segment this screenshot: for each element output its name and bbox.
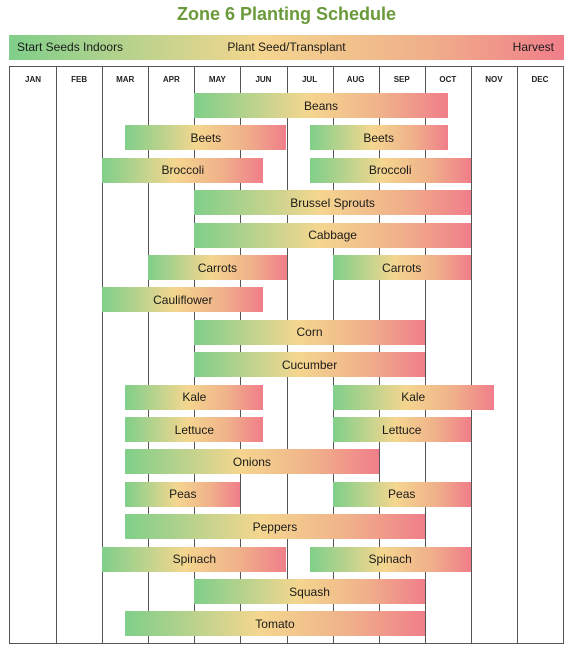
schedule-bar-kale: Kale [332,384,494,410]
bar-label: Brussel Sprouts [290,195,375,210]
month-label-mar: MAR [116,75,135,84]
schedule-bar-broccoli: Broccoli [102,157,264,183]
schedule-bar-brussel-sprouts: Brussel Sprouts [194,190,471,216]
bar-label: Broccoli [368,163,412,178]
bar-label: Kale [401,390,426,405]
bar-label: Tomato [255,616,295,631]
schedule-bar-cauliflower: Cauliflower [102,287,264,313]
month-label-sep: SEP [393,75,410,84]
schedule-bar-spinach: Spinach [309,546,471,572]
bar-label: Lettuce [382,422,422,437]
schedule-bar-peas: Peas [332,481,471,507]
bar-label: Squash [289,584,330,599]
schedule-bar-broccoli: Broccoli [309,157,471,183]
legend-middle-label: Plant Seed/Transplant [227,40,346,54]
schedule-bar-carrots: Carrots [148,255,287,280]
bar-label: Beans [304,98,339,113]
bar-label: Broccoli [161,163,205,178]
schedule-bar-lettuce: Lettuce [332,417,471,442]
chart-title: Zone 6 Planting Schedule [176,4,397,24]
schedule-bar-kale: Kale [125,384,264,410]
bar-label: Kale [182,390,207,405]
bar-label: Peppers [252,519,298,534]
bar-label: Cucumber [281,357,338,372]
schedule-bar-spinach: Spinach [102,546,287,572]
bar-label: Corn [296,325,323,340]
legend-end-label: Harvest [512,40,554,54]
bar-label: Spinach [368,552,412,567]
month-label-jul: JUL [301,75,318,84]
schedule-bar-carrots: Carrots [332,255,471,280]
bar-label: Carrots [197,260,238,275]
month-label-jun: JUN [255,75,272,84]
schedule-bar-cucumber: Cucumber [194,352,425,378]
month-divider [56,67,58,643]
month-label-oct: OCT [439,75,457,84]
schedule-bar-peppers: Peppers [125,514,425,540]
month-divider [516,67,518,643]
bar-label: Onions [232,454,271,469]
schedule-bar-onions: Onions [125,449,379,475]
legend-start-label: Start Seeds Indoors [17,40,124,54]
schedule-bar-beets: Beets [125,125,287,151]
month-divider [148,67,150,643]
bar-label: Peas [388,487,416,502]
month-label-feb: FEB [71,75,88,84]
schedule-bar-lettuce: Lettuce [125,417,264,442]
bar-label: Carrots [382,260,422,275]
bar-label: Cabbage [308,228,357,243]
month-label-nov: NOV [485,75,503,84]
bar-label: Beets [190,130,222,145]
month-divider [470,67,472,643]
schedule-grid: JAN FEB MAR APR MAY JUN JUL AUG SEP OCT NOV DEC Bean… [9,66,564,644]
schedule-bar-cabbage: Cabbage [194,222,471,248]
month-divider [102,67,104,643]
bar-label: Peas [169,487,197,502]
month-label-jan: JAN [25,75,42,84]
schedule-bar-beans: Beans [194,93,448,118]
month-label-dec: DEC [531,75,549,84]
month-divider [424,67,426,643]
bar-label: Lettuce [174,422,215,437]
month-label-apr: APR [162,75,180,84]
bar-label: Beets [363,130,394,145]
schedule-bar-beets: Beets [309,125,448,151]
bar-label: Spinach [172,552,216,567]
schedule-bar-corn: Corn [194,319,425,345]
legend-gradient-bar: Start Seeds Indoors Plant Seed/Transplan… [9,35,564,60]
month-label-aug: AUG [346,75,365,84]
month-label-may: MAY [208,75,226,84]
schedule-bar-squash: Squash [194,579,425,604]
bar-label: Cauliflower [153,292,213,307]
schedule-bar-peas: Peas [125,481,241,507]
schedule-bar-tomato: Tomato [125,611,425,637]
